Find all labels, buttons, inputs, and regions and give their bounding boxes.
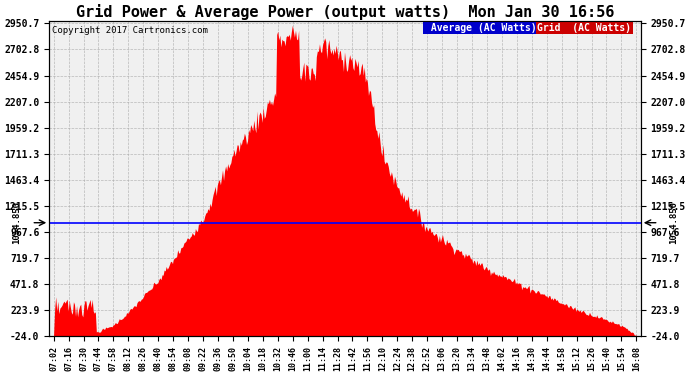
Text: 1054.850: 1054.850: [12, 201, 21, 244]
Text: Average (AC Watts): Average (AC Watts): [425, 23, 542, 33]
Title: Grid Power & Average Power (output watts)  Mon Jan 30 16:56: Grid Power & Average Power (output watts…: [76, 4, 614, 20]
Text: Copyright 2017 Cartronics.com: Copyright 2017 Cartronics.com: [52, 26, 208, 35]
Text: 1054.850: 1054.850: [669, 201, 678, 244]
Text: Grid  (AC Watts): Grid (AC Watts): [538, 23, 631, 33]
